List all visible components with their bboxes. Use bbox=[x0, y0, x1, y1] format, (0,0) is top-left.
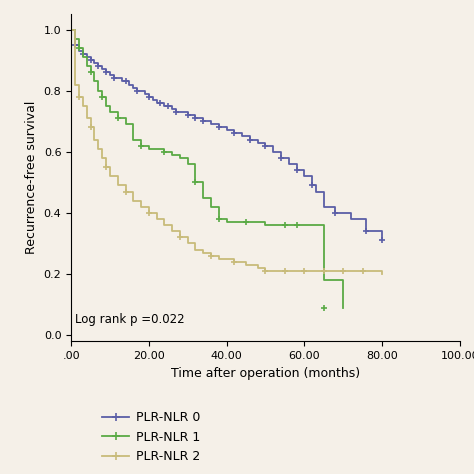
X-axis label: Time after operation (months): Time after operation (months) bbox=[171, 366, 360, 380]
Text: Log rank p =0.022: Log rank p =0.022 bbox=[75, 313, 184, 326]
Y-axis label: Recurrence-free survival: Recurrence-free survival bbox=[25, 101, 38, 255]
Legend: PLR-NLR 0, PLR-NLR 1, PLR-NLR 2: PLR-NLR 0, PLR-NLR 1, PLR-NLR 2 bbox=[97, 406, 205, 468]
